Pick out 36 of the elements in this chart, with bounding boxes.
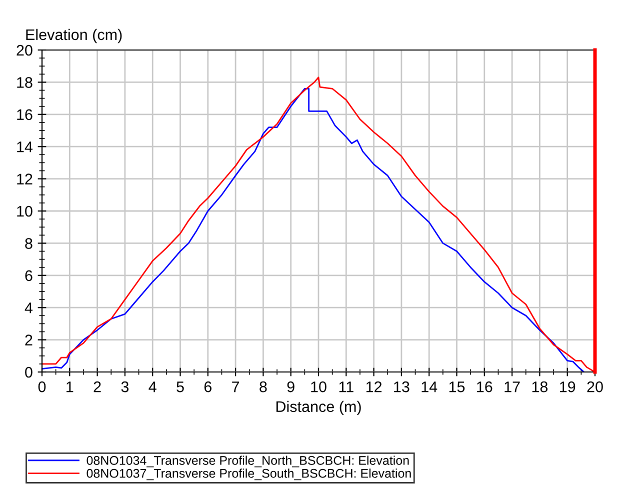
y-tick-label: 12 bbox=[17, 174, 32, 184]
x-tick-label: 20 bbox=[587, 381, 603, 392]
x-tick-label: 0 bbox=[38, 381, 46, 392]
y-tick-label: 6 bbox=[25, 270, 32, 282]
x-tick-label: 2 bbox=[94, 381, 101, 392]
x-tick-label: 14 bbox=[422, 382, 438, 392]
x-tick-label: 15 bbox=[449, 382, 465, 392]
y-tick-label: 18 bbox=[17, 77, 32, 88]
y-tick-label: 8 bbox=[25, 238, 32, 249]
x-tick-label: 17 bbox=[504, 382, 520, 392]
x-tick-label: 1 bbox=[66, 382, 74, 392]
x-axis-title: Distance (m) bbox=[276, 400, 361, 416]
x-tick-label: 3 bbox=[121, 381, 129, 392]
x-tick-label: 12 bbox=[366, 381, 382, 392]
y-axis-title: Elevation (cm) bbox=[26, 28, 122, 44]
y-tick-label: 16 bbox=[17, 109, 32, 120]
x-tick-label: 18 bbox=[532, 381, 548, 392]
x-tick-label: 8 bbox=[260, 381, 267, 392]
x-tick-label: 16 bbox=[477, 381, 492, 392]
legend-label: 08NO1034_Transverse Profile_North_BSCBCH: Elevation bbox=[86, 456, 409, 468]
y-tick-label: 2 bbox=[25, 334, 32, 346]
y-tick-label: 4 bbox=[24, 302, 33, 314]
x-tick-label: 10 bbox=[311, 381, 326, 392]
y-tick-label: 14 bbox=[17, 142, 33, 152]
x-tick-label: 19 bbox=[560, 381, 576, 392]
y-tick-label: 0 bbox=[25, 366, 32, 378]
x-tick-label: 11 bbox=[339, 382, 354, 392]
x-tick-label: 9 bbox=[287, 381, 294, 392]
y-tick-label: 20 bbox=[16, 44, 32, 56]
x-tick-label: 7 bbox=[232, 382, 240, 392]
x-tick-label: 5 bbox=[176, 382, 184, 392]
x-tick-label: 4 bbox=[148, 382, 156, 392]
x-tick-label: 13 bbox=[394, 381, 410, 392]
y-tick-label: 10 bbox=[17, 206, 32, 217]
legend-label: 08NO1037_Transverse Profile_South_BSCBCH: Elevation bbox=[86, 468, 411, 480]
x-tick-label: 6 bbox=[204, 381, 212, 392]
